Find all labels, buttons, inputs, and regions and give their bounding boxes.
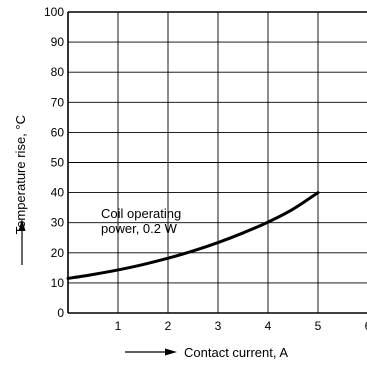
y-axis-arrow-head bbox=[18, 219, 26, 231]
x-tick-label: 2 bbox=[165, 319, 172, 333]
x-axis-arrow-head bbox=[165, 348, 177, 356]
y-tick-label: 70 bbox=[51, 95, 65, 109]
axes bbox=[67, 12, 367, 314]
y-tick-label: 50 bbox=[51, 156, 65, 170]
y-tick-labels: 0 10 20 30 40 50 60 70 80 90 100 bbox=[44, 5, 64, 320]
grid bbox=[68, 11, 367, 313]
y-tick-label: 20 bbox=[51, 246, 65, 260]
x-tick-label: 4 bbox=[265, 319, 272, 333]
x-tick-labels: 1 2 3 4 5 6 bbox=[115, 319, 367, 333]
y-axis-label: Temperature rise, °C bbox=[13, 115, 28, 234]
x-tick-label: 6 bbox=[365, 319, 367, 333]
y-tick-label: 40 bbox=[51, 186, 65, 200]
x-axis-label: Contact current, A bbox=[184, 345, 288, 360]
x-tick-label: 3 bbox=[215, 319, 222, 333]
y-tick-label: 30 bbox=[51, 216, 65, 230]
x-tick-label: 1 bbox=[115, 319, 122, 333]
y-tick-label: 90 bbox=[51, 35, 65, 49]
series-group bbox=[66, 191, 320, 280]
y-tick-label: 80 bbox=[51, 65, 65, 79]
y-tick-label: 100 bbox=[44, 5, 64, 19]
series-line bbox=[66, 191, 320, 280]
annotation-line-1: Coil operating bbox=[101, 206, 181, 221]
y-tick-label: 60 bbox=[51, 125, 65, 139]
annotation-line-2: power, 0.2 W bbox=[101, 221, 178, 236]
y-tick-label: 0 bbox=[57, 306, 64, 320]
x-tick-label: 5 bbox=[315, 319, 322, 333]
y-tick-label: 10 bbox=[51, 276, 65, 290]
